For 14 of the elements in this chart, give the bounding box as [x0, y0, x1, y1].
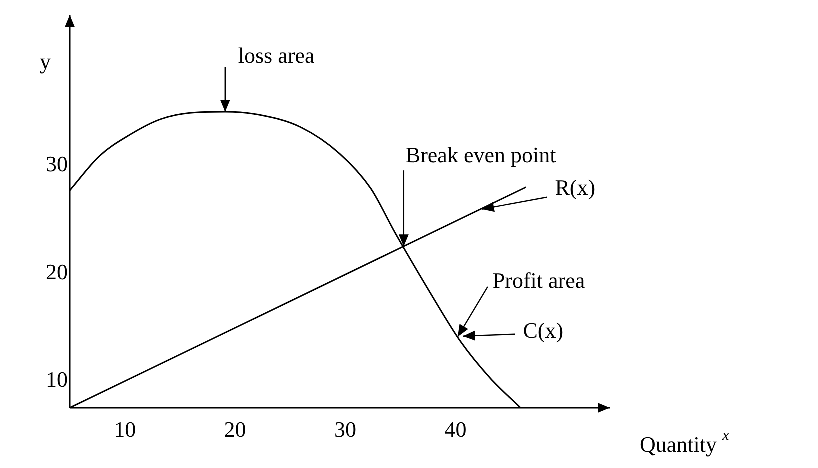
x-tick-label: 30	[334, 416, 357, 442]
x-axis-title: Quantity x	[640, 428, 730, 457]
y-tick-label: 10	[46, 366, 68, 392]
annotation: Break even point	[406, 142, 556, 168]
annotation: Profit area	[492, 268, 586, 293]
annotation: loss area	[238, 42, 315, 68]
series-label: R(x)	[555, 175, 596, 200]
legend-label: C(x)	[523, 318, 564, 344]
y-tick-label: 30	[46, 152, 68, 177]
y-axis-title: y	[40, 48, 51, 74]
x-tick-label: 10	[114, 416, 136, 442]
x-tick-label: 20	[224, 416, 246, 442]
x-tick-label: 40	[444, 416, 467, 442]
y-tick-label: 20	[46, 259, 68, 284]
